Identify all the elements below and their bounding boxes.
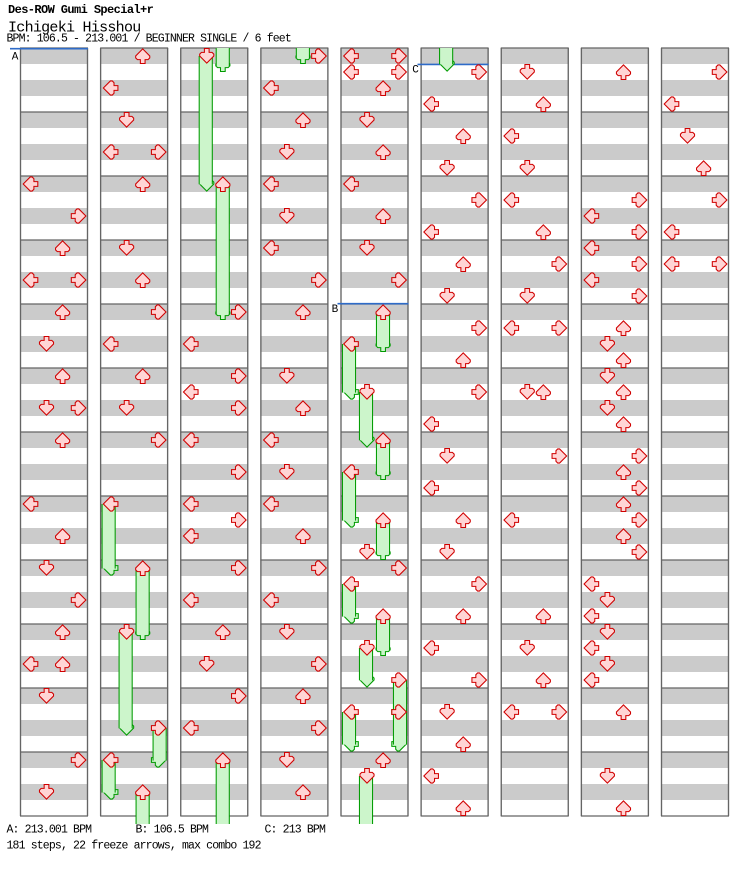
svg-text:C: C [412, 65, 419, 77]
svg-text:Ichigeki Hisshou: Ichigeki Hisshou [8, 20, 141, 37]
svg-text:B: 106.5 BPM: B: 106.5 BPM [136, 824, 210, 837]
svg-text:B: B [332, 304, 339, 316]
svg-text:181 steps, 22 freeze arrows, m: 181 steps, 22 freeze arrows, max combo 1… [7, 840, 262, 853]
svg-text:A: 213.001 BPM: A: 213.001 BPM [7, 824, 93, 837]
svg-text:C: 213 BPM: C: 213 BPM [265, 824, 326, 837]
svg-text:A: A [12, 52, 19, 64]
svg-text:BPM: 106.5 - 213.001 / BEGINNE: BPM: 106.5 - 213.001 / BEGINNER SINGLE /… [7, 33, 291, 46]
svg-text:Des-ROW Gumi Special+r: Des-ROW Gumi Special+r [8, 3, 154, 17]
